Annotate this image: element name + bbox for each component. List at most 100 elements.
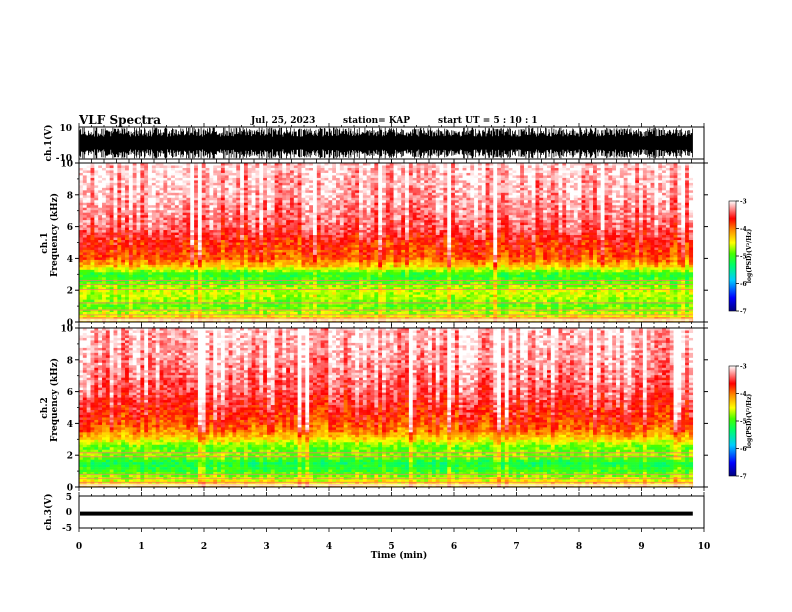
spectrogram-cell [527, 170, 532, 174]
spectrogram-cell [125, 217, 130, 221]
spectrogram-cell [554, 237, 559, 241]
spectrogram-cell [94, 187, 99, 191]
spectrogram-cell [140, 190, 145, 194]
spectrogram-cell [289, 190, 295, 194]
spectrogram-cell [382, 212, 387, 216]
spectrogram-cell [520, 170, 525, 174]
spectrogram-cell [516, 235, 521, 238]
spectrogram-cell [470, 192, 475, 196]
spectrogram-cell [504, 210, 509, 213]
spectrogram-cell [385, 170, 391, 174]
spectrogram-cell [520, 205, 525, 209]
spectrogram-cell [581, 192, 586, 196]
spectrogram-cell [596, 200, 601, 204]
spectrogram-cell [604, 197, 609, 201]
spectrogram-cell [286, 195, 291, 199]
spectrogram-cell [266, 222, 272, 226]
spectrogram-cell [259, 200, 264, 204]
spectrogram-cell [309, 185, 314, 189]
spectrogram-cell [535, 230, 540, 233]
spectrogram-cell [600, 222, 605, 226]
spectrogram-cell [493, 207, 498, 211]
spectrogram-cell [109, 225, 114, 228]
spectrogram-cell [270, 237, 275, 241]
spectrogram-cell [500, 187, 506, 191]
spectrogram-cell [627, 237, 632, 241]
spectrogram-cell [328, 172, 333, 176]
spectrogram-cell [332, 215, 337, 218]
spectrogram-cell [163, 175, 168, 179]
spectrogram-cell [600, 232, 605, 236]
spectrogram-cell [125, 190, 130, 194]
spectrogram-cell [539, 202, 544, 206]
spectrogram-cell [382, 163, 387, 166]
spectrogram-cell [370, 227, 375, 231]
spectrogram-cell [309, 237, 314, 241]
spectrogram-cell [194, 237, 199, 241]
spectrogram-cell [86, 220, 91, 223]
spectrogram-cell [420, 237, 425, 241]
spectrogram-cell [155, 195, 160, 199]
spectrogram-cell [558, 222, 563, 226]
spectrogram-cell [366, 192, 371, 196]
spectrogram-cell [370, 182, 375, 186]
spectrogram-cell [240, 195, 245, 199]
spectrogram-cell [217, 205, 222, 209]
spectrogram-cell [562, 163, 567, 166]
spectrogram-cell [593, 225, 598, 228]
spectrogram-cell [125, 205, 130, 209]
spectrogram-cell [370, 202, 375, 206]
spectrogram-cell [105, 222, 110, 226]
spectrogram-cell [151, 195, 157, 199]
spectrogram-cell [167, 172, 172, 176]
spectrogram-cell [435, 207, 440, 211]
spectrogram-cell [685, 205, 690, 209]
spectrogram-cell [508, 200, 513, 204]
spectrogram-cell [520, 177, 525, 181]
spectrogram-cell [90, 165, 95, 169]
spectrogram-cell [140, 202, 145, 206]
spectrogram-cell [286, 170, 291, 174]
spectrogram-cell [140, 205, 145, 209]
spectrogram-cell [654, 182, 659, 186]
spectrogram-cell [205, 167, 210, 171]
spectrogram-cell [82, 177, 87, 181]
spectrogram-cell [378, 222, 383, 226]
spectrogram-cell [79, 205, 84, 209]
spectrogram-cell [581, 232, 586, 236]
spectrogram-cell [508, 175, 513, 179]
spectrogram-cell [462, 170, 467, 174]
spectrogram-cell [148, 190, 153, 194]
spectrogram-cell [546, 225, 552, 228]
spectrogram-cell [408, 192, 414, 196]
spectrogram-cell [593, 172, 598, 176]
spectrogram-cell [481, 197, 486, 201]
spectrogram-cell [612, 222, 617, 226]
spectrogram-cell [466, 167, 471, 171]
spectrogram-cell [148, 220, 153, 223]
spectrogram-cell [324, 217, 329, 221]
spectrogram-cell [174, 187, 180, 191]
spectrogram-cell [665, 187, 671, 191]
spectrogram-cell [178, 165, 183, 169]
spectrogram-cell [543, 225, 548, 228]
spectrogram-cell [217, 232, 222, 236]
spectrogram-cell [128, 217, 134, 221]
spectrogram-cell [431, 222, 437, 226]
spectrogram-cell [259, 177, 264, 181]
spectrogram-cell [270, 212, 275, 216]
spectrogram-cell [312, 192, 318, 196]
spectrogram-cell [259, 187, 264, 191]
spectrogram-cell [274, 225, 279, 228]
spectrogram-cell [270, 172, 275, 176]
spectrogram-cell [662, 235, 667, 238]
spectrogram-cell [301, 207, 306, 211]
spectrogram-cell [527, 200, 532, 204]
spectrogram-cell [489, 185, 494, 189]
spectrogram-cell [677, 172, 682, 176]
spectrogram-cell [604, 185, 609, 189]
spectrogram-cell [669, 232, 674, 236]
spectrogram-cell [554, 165, 559, 169]
spectrogram-cell [255, 187, 260, 191]
spectrogram-cell [585, 180, 590, 184]
